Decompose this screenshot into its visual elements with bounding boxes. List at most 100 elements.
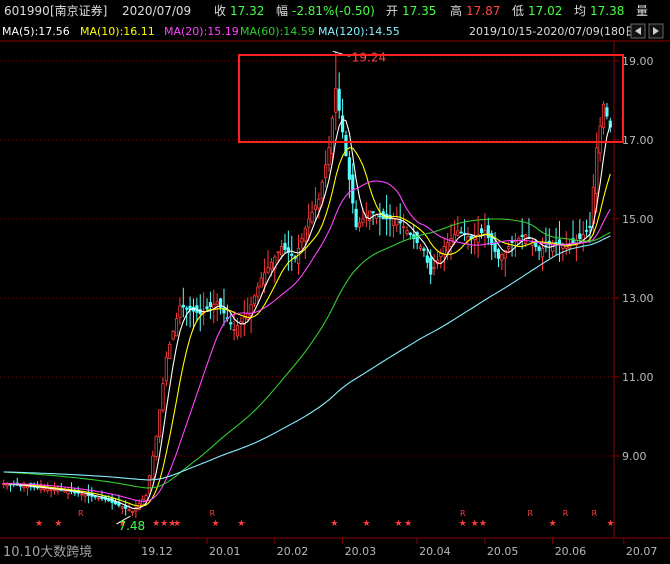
candle-body: [588, 226, 592, 228]
r-signal-marker: R: [563, 509, 569, 518]
min-price-label: 7.48: [118, 519, 145, 533]
candle-body: [405, 230, 409, 234]
candle-body: [25, 485, 30, 489]
legend-ma10: MA(10):16.11: [80, 25, 155, 38]
ma-line-ma10: [3, 147, 611, 507]
r-signal-marker: R: [210, 509, 216, 518]
star-signal-marker: ★: [212, 519, 220, 529]
x-tick-label: 20.04: [419, 545, 451, 558]
candle-body: [161, 383, 165, 411]
candle-body: [5, 483, 9, 487]
candle-body: [276, 251, 280, 254]
candle-body: [446, 242, 450, 253]
candle-body: [476, 234, 480, 243]
x-axis: 19.12 20.01 20.02 20.03 20.04 20.05 20.06 20.07: [138, 538, 658, 558]
candle-body: [263, 272, 267, 285]
star-signal-marker: ★: [549, 519, 557, 529]
star-signal-marker: ★: [118, 519, 126, 529]
candle-body: [286, 247, 290, 253]
candle-body: [56, 489, 60, 492]
candle-body: [534, 240, 538, 247]
candle-body: [83, 494, 87, 497]
candle-body: [256, 286, 260, 297]
candle-body: [313, 205, 318, 210]
star-signal-marker: ★★★: [152, 519, 176, 529]
candle-body: [130, 510, 135, 513]
candle-body: [507, 246, 511, 250]
candle-body: [425, 255, 429, 263]
candle-body: [266, 267, 270, 273]
candle-body: [578, 233, 582, 240]
stock-name: [南京证券]: [50, 3, 107, 18]
signal-markers: ★ ★R★ ★★★★R★ ★ ★ ★ ★ ★R★ ★★R★R R★: [35, 509, 615, 529]
candle-body: [279, 246, 284, 256]
r-signal-marker: R: [78, 509, 84, 518]
candle-body: [127, 509, 131, 512]
candle-body: [500, 254, 504, 261]
candle-body: [564, 246, 568, 249]
candle-body: [605, 107, 609, 117]
legend-ma60: MA(60):14.59: [240, 25, 315, 38]
scroll-left-icon[interactable]: [630, 23, 646, 39]
ma-line-ma5: [3, 118, 611, 510]
candle-body: [496, 249, 501, 259]
change-label: 幅: [276, 3, 288, 18]
x-tick-label: 20.02: [277, 545, 309, 558]
candle-body: [310, 211, 314, 223]
candle-body: [378, 215, 382, 218]
candle-body: [49, 488, 53, 491]
star-signal-marker: ★: [173, 519, 181, 529]
candle-body: [218, 298, 223, 308]
candle-body: [391, 218, 396, 226]
legend-ma120: MA(120):14.55: [318, 25, 400, 38]
candle-body: [571, 238, 575, 243]
star-signal-marker: ★★: [471, 519, 487, 529]
ma-legend: MA(5):17.56 MA(10):16.11 MA(20):15.19 MA…: [2, 23, 664, 39]
candle-body: [242, 317, 246, 325]
candle-body: [537, 246, 541, 251]
candle-body: [334, 88, 338, 113]
high-label: 高: [450, 3, 462, 18]
candle-body: [320, 181, 324, 199]
candle-body: [147, 475, 152, 495]
volume-label: 量: [636, 4, 648, 18]
ma-line-ma60: [3, 218, 611, 489]
r-signal-marker: R: [592, 509, 598, 518]
candle-body: [141, 499, 145, 506]
avg-value: 17.38: [590, 4, 624, 18]
quote-header: 601990 [南京证券] 2020/07/09 收 17.32 幅 -2.81…: [4, 3, 648, 18]
candle-body: [66, 490, 70, 494]
candle-body: [164, 356, 168, 382]
candle-body: [371, 211, 375, 214]
moving-averages: [3, 118, 611, 510]
candle-body: [283, 242, 287, 250]
candle-body: [208, 302, 213, 307]
candle-body: [456, 230, 460, 236]
legend-ma20: MA(20):15.19: [164, 25, 239, 38]
candle-body: [540, 248, 545, 258]
candle-body: [246, 313, 250, 320]
x-tick-label: 20.05: [487, 545, 518, 558]
low-label: 低: [512, 4, 524, 18]
candle-body: [171, 331, 175, 340]
star-signal-marker: ★: [54, 519, 62, 529]
candle-body: [442, 246, 446, 255]
scroll-right-icon[interactable]: [648, 23, 664, 39]
candle-body: [330, 117, 335, 154]
candle-body: [303, 228, 307, 242]
x-tick-label: 20.07: [626, 545, 658, 558]
candle-body: [205, 306, 209, 310]
candle-body: [337, 88, 341, 111]
high-value: 17.87: [466, 4, 500, 18]
candle-body: [347, 157, 351, 180]
open-value: 17.35: [402, 4, 436, 18]
candle-body: [479, 228, 484, 234]
x-tick-label: 20.06: [555, 545, 587, 558]
min-annotation: 7.48: [116, 515, 145, 533]
candle-body: [584, 229, 589, 232]
candle-body: [212, 303, 216, 309]
x-tick-label: 20.01: [209, 545, 241, 558]
candle-body: [80, 493, 84, 496]
y-tick-label: 19.00: [622, 55, 654, 68]
